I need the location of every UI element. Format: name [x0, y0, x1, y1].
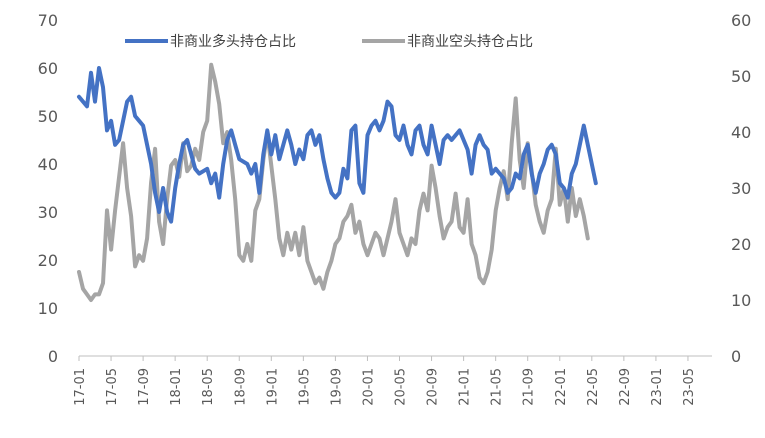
series-line-short: [77, 62, 590, 302]
x-tick-label: 19-09: [329, 368, 344, 406]
y-right-tick-label: 40: [731, 123, 751, 142]
x-tick-label: 17-05: [105, 368, 120, 406]
x-tick-label: 19-01: [265, 368, 280, 406]
x-tick-label: 18-09: [233, 368, 248, 406]
x-tick-label: 22-01: [554, 368, 569, 406]
y-right-tick-label: 10: [731, 291, 751, 310]
x-tick-label: 18-01: [169, 368, 184, 406]
legend-label-short: 非商业空头持仓占比: [407, 34, 533, 50]
y-right-tick-label: 60: [731, 11, 751, 30]
y-left-tick-label: 60: [38, 59, 58, 78]
y-left-tick-label: 30: [38, 203, 58, 222]
x-tick-label: 21-05: [490, 368, 505, 406]
x-tick-label: 21-09: [522, 368, 537, 406]
y-right-tick-label: 20: [731, 235, 751, 254]
y-left-tick-label: 0: [48, 347, 58, 366]
x-tick-label: 20-09: [426, 368, 441, 406]
legend: 非商业多头持仓占比 非商业空头持仓占比: [125, 33, 533, 50]
x-tick-label: 20-01: [361, 368, 376, 406]
x-tick-label: 17-09: [137, 368, 152, 406]
x-tick-label: 23-01: [650, 368, 665, 406]
y-right-tick-label: 30: [731, 179, 751, 198]
x-tick-label: 22-05: [586, 368, 601, 406]
y-left-tick-label: 70: [38, 11, 58, 30]
x-tick-label: 23-05: [682, 368, 697, 406]
axes: 0 10 20 30 40 50 60 70 0 10 20 30 40 50 60 17-01 17-05 17…: [38, 11, 752, 406]
legend-label-long: 非商业多头持仓占比: [170, 33, 296, 50]
series-line-long: [77, 66, 598, 224]
y-left-tick-label: 50: [38, 107, 58, 126]
y-left-tick-label: 10: [38, 299, 58, 318]
x-tick-label: 21-01: [458, 368, 473, 406]
y-left-tick-label: 20: [38, 251, 58, 270]
x-tick-label: 18-05: [201, 368, 216, 406]
x-tick-label: 20-05: [394, 368, 409, 406]
y-left-tick-label: 40: [38, 155, 58, 174]
x-tick-label: 22-09: [618, 368, 633, 406]
plot-area: [77, 62, 598, 302]
x-tick-label: 17-01: [73, 368, 88, 406]
x-tick-label: 19-05: [297, 368, 312, 406]
y-right-tick-label: 50: [731, 67, 751, 86]
y-right-tick-label: 0: [731, 347, 741, 366]
